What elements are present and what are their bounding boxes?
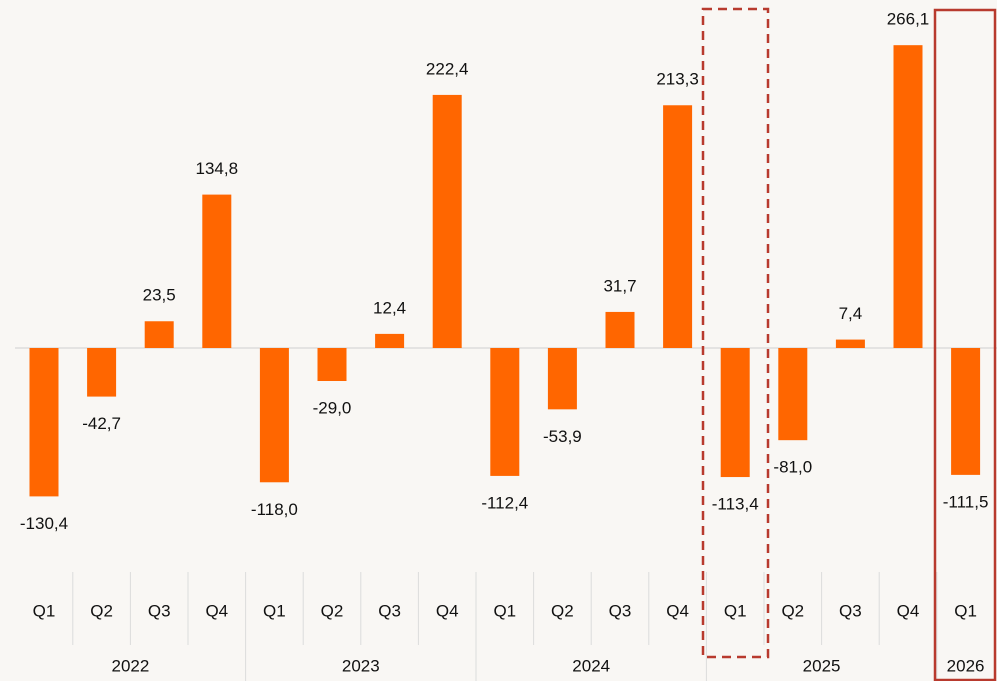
data-label: 222,4 [426, 59, 469, 78]
group-label: 2025 [803, 656, 841, 675]
bar [375, 333, 405, 348]
bar [490, 348, 520, 476]
x-tick-label: Q1 [954, 601, 977, 620]
x-tick-label: Q4 [436, 601, 459, 620]
data-label: 266,1 [887, 10, 930, 29]
data-label: -130,4 [20, 514, 68, 533]
data-label: 134,8 [196, 159, 239, 178]
data-label: -53,9 [543, 427, 582, 446]
data-label: -42,7 [82, 414, 121, 433]
group-label: 2024 [572, 656, 610, 675]
bar [432, 94, 462, 348]
x-tick-label: Q1 [724, 601, 747, 620]
x-tick-label: Q2 [321, 601, 344, 620]
bar [835, 339, 865, 348]
data-label: 31,7 [603, 276, 636, 295]
highlight-dashed [701, 7, 770, 659]
x-tick-label: Q2 [551, 601, 574, 620]
bar [951, 348, 981, 475]
x-tick-label: Q2 [781, 601, 804, 620]
x-tick-label: Q4 [666, 601, 689, 620]
data-label: -118,0 [251, 500, 298, 519]
data-label: -113,4 [712, 495, 759, 514]
data-label: -81,0 [773, 458, 812, 477]
x-tick-label: Q3 [148, 601, 171, 620]
x-tick-label: Q1 [493, 601, 516, 620]
bar [778, 348, 808, 441]
x-tick-label: Q3 [839, 601, 862, 620]
x-tick-label: Q1 [33, 601, 56, 620]
highlight-solid [933, 8, 997, 681]
bar [720, 348, 750, 478]
bar [663, 105, 693, 348]
data-label: -112,4 [481, 493, 528, 512]
data-label: 7,4 [839, 304, 863, 323]
x-tick-label: Q4 [897, 601, 920, 620]
bar [317, 348, 347, 382]
bar [893, 45, 923, 349]
x-tick-label: Q1 [263, 601, 286, 620]
group-label: 2023 [342, 656, 380, 675]
bar [259, 348, 289, 483]
x-tick-label: Q3 [378, 601, 401, 620]
data-label: 213,3 [656, 70, 699, 89]
bar [605, 311, 635, 348]
bar [547, 348, 577, 410]
x-tick-label: Q3 [609, 601, 632, 620]
bar [87, 348, 117, 397]
group-label: 2022 [111, 656, 149, 675]
data-label: -29,0 [313, 398, 352, 417]
bar [29, 348, 59, 497]
x-tick-label: Q4 [205, 601, 228, 620]
data-label: -111,5 [943, 492, 989, 511]
data-label: 12,4 [373, 298, 406, 317]
x-tick-label: Q2 [90, 601, 113, 620]
bar [202, 194, 232, 348]
data-label: 23,5 [143, 286, 176, 305]
bar [144, 321, 174, 348]
group-label: 2026 [947, 656, 985, 675]
